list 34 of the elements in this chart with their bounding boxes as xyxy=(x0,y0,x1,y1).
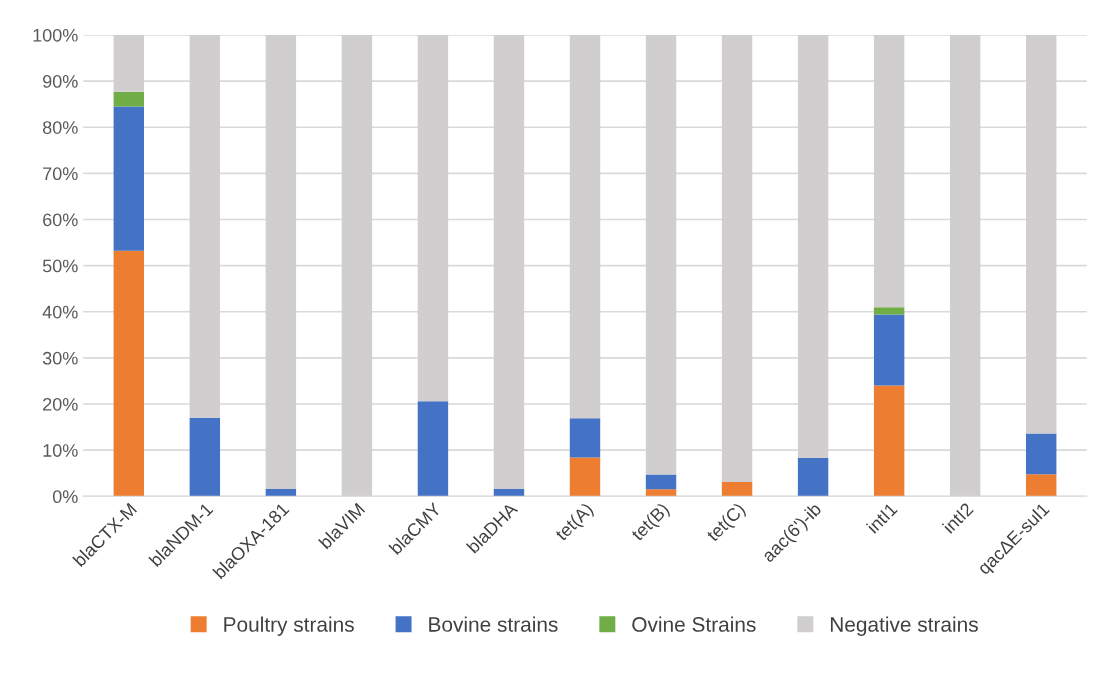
bar xyxy=(569,457,601,497)
y-tick-label: 0% xyxy=(52,490,78,504)
bar xyxy=(265,488,297,497)
y-tick-label: 50% xyxy=(42,259,78,273)
bar xyxy=(645,474,677,490)
y-tick-label: 30% xyxy=(42,351,78,365)
bar xyxy=(1025,433,1057,475)
y-tick-label: 60% xyxy=(43,213,78,227)
bar xyxy=(721,481,753,497)
bar xyxy=(189,417,221,497)
legend-label: Poultry strains xyxy=(224,616,354,636)
bar xyxy=(797,458,829,497)
bar xyxy=(417,401,449,497)
bar xyxy=(113,250,144,497)
x-tick-label: intI1 xyxy=(865,501,898,534)
legend-label: Negative strains xyxy=(830,616,978,636)
y-tick-label: 100% xyxy=(33,28,78,42)
y-tick-label: 70% xyxy=(43,167,78,181)
bar xyxy=(873,385,905,497)
legend-label: Bovine strains xyxy=(429,616,558,632)
y-tick-label: 80% xyxy=(42,121,78,134)
bar xyxy=(113,106,144,251)
y-tick-label: 40% xyxy=(42,305,78,319)
y-tick-label: 90% xyxy=(43,75,78,88)
y-tick-label: 20% xyxy=(43,397,78,411)
legend-label: Ovine Strains xyxy=(632,616,756,632)
bar xyxy=(113,91,144,107)
bar xyxy=(569,418,601,458)
bar xyxy=(873,307,905,315)
bar xyxy=(645,489,677,497)
bar xyxy=(1025,474,1057,497)
y-tick-label: 10% xyxy=(43,444,78,457)
bar xyxy=(873,314,905,386)
bar xyxy=(493,488,525,497)
